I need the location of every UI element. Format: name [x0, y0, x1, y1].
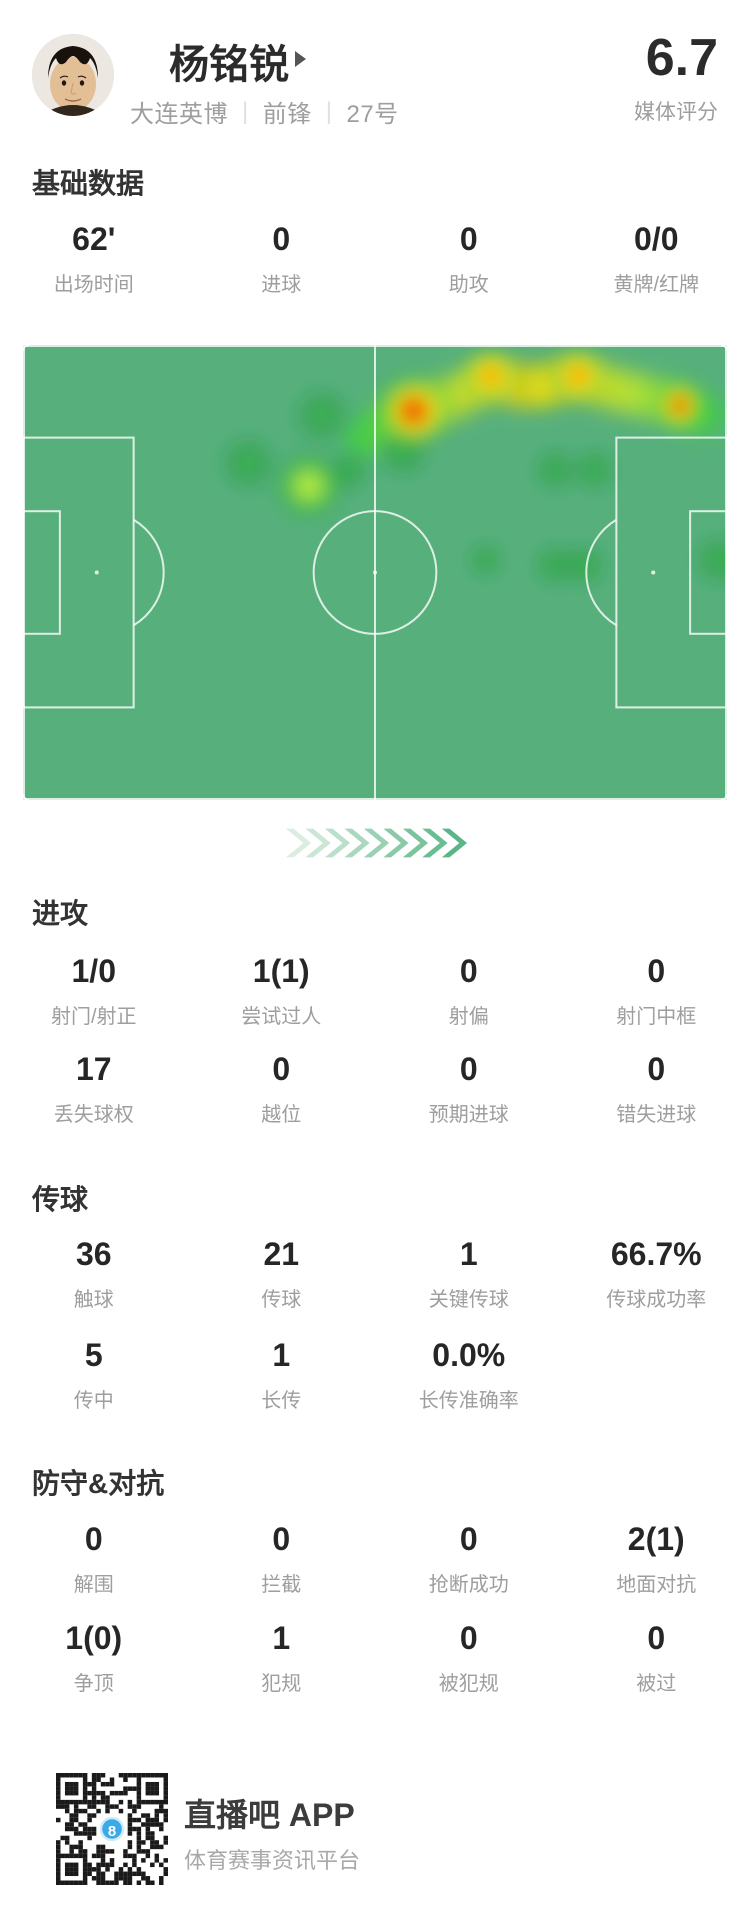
- svg-text:8: 8: [108, 1823, 116, 1840]
